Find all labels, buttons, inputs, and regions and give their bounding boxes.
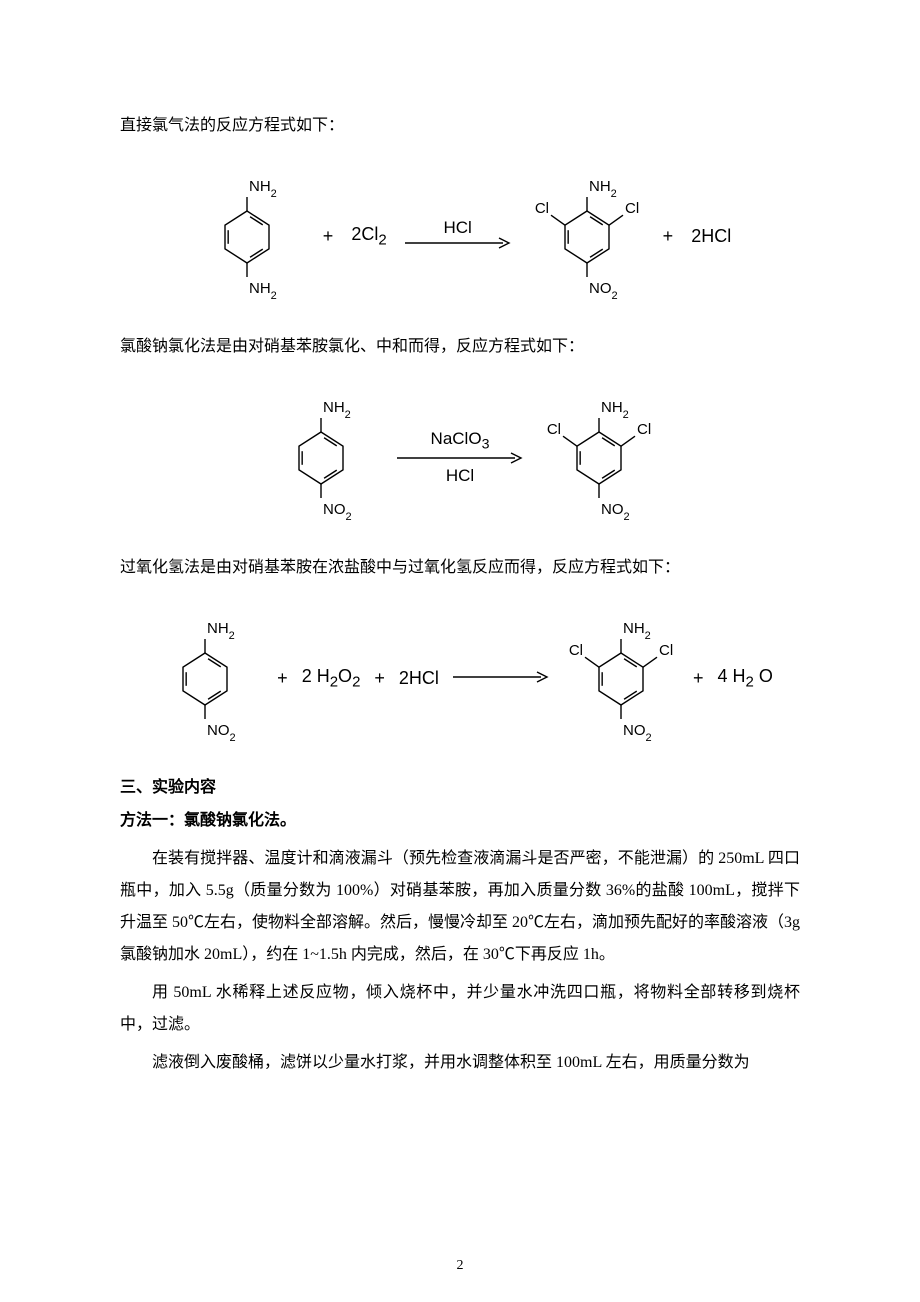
svg-text:NO2: NO2 [589, 280, 618, 302]
svg-text:NH2: NH2 [323, 399, 351, 421]
svg-text:NH2: NH2 [249, 178, 277, 200]
intro-p3: 过氧化氢法是由对硝基苯胺在浓盐酸中与过氧化氢反应而得，反应方程式如下： [120, 552, 800, 584]
rxn3-arrow [451, 668, 551, 689]
rxn1-plus1: + [321, 226, 336, 247]
rxn1-arrow: HCl [403, 218, 513, 255]
svg-text:Cl: Cl [535, 200, 549, 217]
intro-p1: 直接氯气法的反应方程式如下： [120, 110, 800, 142]
body-para-3: 滤液倒入废酸桶，滤饼以少量水打浆，并用水调整体积至 100mL 左右，用质量分数… [120, 1047, 800, 1079]
rxn1-reactant1: NH2 NH2 [187, 160, 307, 313]
section-heading: 三、实验内容 [120, 773, 800, 797]
svg-text:NO2: NO2 [623, 722, 652, 744]
page-number: 2 [0, 1258, 920, 1274]
svg-text:Cl: Cl [547, 421, 561, 438]
rxn3-h2o2: 2 H2O2 [300, 666, 363, 691]
rxn3-hcl-in: 2HCl [397, 668, 441, 689]
body-para-1: 在装有搅拌器、温度计和滴液漏斗（预先检查液滴漏斗是否严密，不能泄漏）的 250m… [120, 843, 800, 971]
rxn2-arrow: NaClO3 HCl [395, 429, 525, 485]
svg-text:Cl: Cl [569, 642, 583, 659]
rxn3-reactant1: NH2 NO2 [145, 602, 265, 755]
intro-p2: 氯酸钠氯化法是由对硝基苯胺氯化、中和而得，反应方程式如下： [120, 331, 800, 363]
rxn3-plus2: + [372, 668, 387, 689]
svg-text:NH2: NH2 [601, 399, 629, 421]
body-para-2: 用 50mL 水稀释上述反应物，倾入烧杯中，并少量水冲洗四口瓶，将物料全部转移到… [120, 977, 800, 1041]
arrow-icon [403, 234, 513, 255]
rxn2-reactant1: NH2 NO2 [261, 381, 381, 534]
reaction-1: NH2 NH2 + 2Cl2 HCl NH2 NO2 Cl Cl + 2HCl [120, 160, 800, 313]
rxn3-plus3: + [691, 668, 706, 689]
svg-text:NO2: NO2 [601, 501, 630, 523]
svg-text:Cl: Cl [659, 642, 673, 659]
reaction-2: NH2 NO2 NaClO3 HCl NH2 NO2 Cl Cl [120, 381, 800, 534]
rxn3-plus1: + [275, 668, 290, 689]
reaction-3: NH2 NO2 + 2 H2O2 + 2HCl NH2 NO2 Cl Cl + 4 H2… [120, 602, 800, 755]
svg-text:Cl: Cl [637, 421, 651, 438]
svg-text:NH2: NH2 [589, 178, 617, 200]
svg-text:NO2: NO2 [323, 501, 352, 523]
svg-text:NO2: NO2 [207, 722, 236, 744]
rxn1-product: NH2 NO2 Cl Cl [527, 160, 647, 313]
rxn3-h2o: 4 H2 O [715, 666, 774, 691]
rxn2-arrow-bot: HCl [446, 466, 474, 486]
rxn1-hcl: 2HCl [689, 226, 733, 247]
svg-text:NH2: NH2 [623, 620, 651, 642]
svg-text:Cl: Cl [625, 200, 639, 217]
rxn2-product: NH2 NO2 Cl Cl [539, 381, 659, 534]
rxn1-plus2: + [661, 226, 676, 247]
method1-title: 方法一：氯酸钠氯化法。 [120, 805, 800, 837]
svg-text:NH2: NH2 [249, 280, 277, 302]
svg-text:NH2: NH2 [207, 620, 235, 642]
page: 直接氯气法的反应方程式如下： NH2 NH2 + 2Cl2 HCl NH2 NO2 C… [0, 0, 920, 1302]
arrow-icon [451, 668, 551, 689]
rxn3-product: NH2 NO2 Cl Cl [561, 602, 681, 755]
rxn1-cl2: 2Cl2 [349, 224, 388, 249]
